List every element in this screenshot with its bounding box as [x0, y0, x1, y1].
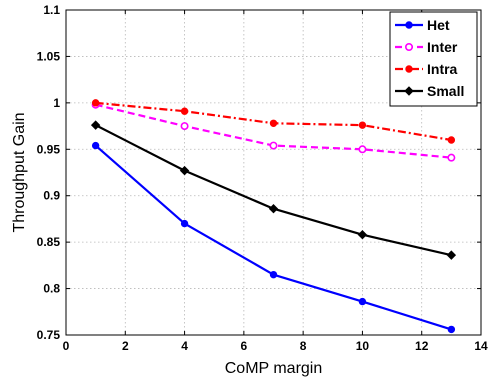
x-tick-label: 8 — [300, 339, 307, 353]
legend-marker-inter — [404, 42, 413, 51]
data-point-inter — [269, 141, 278, 150]
x-tick-label: 4 — [181, 339, 188, 353]
y-tick-label: 0.95 — [37, 142, 61, 156]
series-intra — [91, 99, 456, 144]
data-point-intra — [358, 121, 367, 129]
data-point-small — [90, 120, 101, 130]
data-point-intra — [180, 107, 189, 115]
x-tick-label: 6 — [241, 339, 248, 353]
data-point-small — [357, 230, 368, 240]
series-het — [91, 141, 456, 334]
data-point-inter — [447, 153, 456, 162]
data-point-small — [446, 250, 457, 260]
grid-lines — [66, 10, 481, 335]
y-tick-label: 1 — [53, 96, 60, 110]
data-point-inter — [358, 145, 367, 154]
data-point-het — [447, 325, 456, 334]
legend-label-inter: Inter — [427, 39, 458, 55]
y-tick-label: 0.9 — [43, 189, 60, 203]
data-point-inter — [180, 122, 189, 131]
x-tick-label: 0 — [63, 339, 70, 353]
data-point-small — [268, 204, 279, 214]
series-small — [90, 120, 457, 260]
data-point-intra — [91, 99, 100, 107]
plot-border — [65, 9, 482, 336]
legend-marker-small — [404, 86, 414, 96]
data-point-intra — [447, 136, 456, 144]
data-point-het — [91, 141, 100, 150]
y-tick-label: 1.05 — [37, 49, 61, 63]
x-tick-label: 10 — [356, 339, 370, 353]
x-axis-label: CoMP margin — [225, 360, 323, 377]
y-tick-label: 0.8 — [43, 282, 60, 296]
y-tick-label: 0.75 — [37, 328, 61, 342]
series-layer — [90, 99, 457, 334]
legend-label-intra: Intra — [427, 61, 458, 77]
x-tick-label: 12 — [415, 339, 429, 353]
legend-marker-intra — [405, 65, 413, 73]
y-tick-label: 0.85 — [37, 235, 61, 249]
legend-label-het: Het — [427, 17, 450, 33]
y-tick-label: 1.1 — [43, 3, 60, 17]
x-tick-label: 2 — [122, 339, 129, 353]
legend-label-small: Small — [427, 83, 464, 99]
legend: Het Inter Intra Small — [389, 11, 478, 107]
data-point-het — [269, 270, 278, 279]
data-point-small — [179, 165, 190, 176]
data-point-intra — [269, 119, 278, 127]
legend-marker-het — [405, 21, 413, 29]
data-point-het — [358, 297, 367, 306]
axis-ticks: 0 2 4 6 8 10 12 14 0.75 0.8 0.85 0.9 0.95 1 1.05 1.1 — [37, 3, 488, 353]
data-point-het — [180, 219, 189, 228]
y-axis-label: Throughput Gain — [11, 112, 28, 232]
x-tick-label: 14 — [474, 339, 488, 353]
